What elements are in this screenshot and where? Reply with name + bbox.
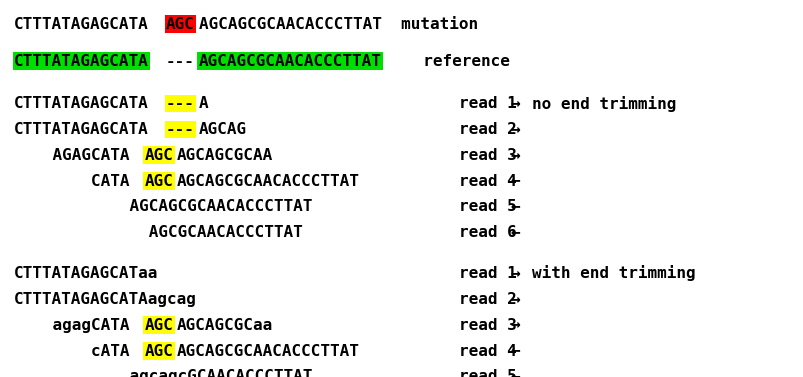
Text: AGCAGCGCaa: AGCAGCGCaa [177, 318, 273, 333]
Text: →: → [510, 266, 520, 281]
Text: AGCAG: AGCAG [198, 122, 247, 137]
Text: AGCGCAACACCCTTAT: AGCGCAACACCCTTAT [14, 225, 303, 240]
Text: ←: ← [510, 225, 520, 240]
Text: read 4: read 4 [459, 174, 516, 188]
Text: AGC: AGC [165, 17, 194, 32]
Text: CTTTATAGAGCATA: CTTTATAGAGCATA [14, 17, 149, 32]
Text: ←: ← [510, 199, 520, 215]
Text: AGCAGCGCAACACCCTTAT: AGCAGCGCAACACCCTTAT [198, 54, 381, 69]
Text: read 3: read 3 [459, 318, 516, 333]
Text: read 1: read 1 [459, 266, 516, 281]
Text: CTTTATAGAGCATA: CTTTATAGAGCATA [14, 54, 149, 69]
Text: CTTTATAGAGCATA: CTTTATAGAGCATA [14, 96, 149, 111]
Text: AGCAGCGCAACACCCTTAT: AGCAGCGCAACACCCTTAT [177, 343, 359, 359]
Text: ---: --- [165, 96, 194, 111]
Text: read 5: read 5 [459, 369, 516, 377]
Text: AGAGCATA: AGAGCATA [14, 148, 129, 163]
Text: read 2: read 2 [459, 292, 516, 307]
Text: AGCAGCGCAACACCCTTAT  mutation: AGCAGCGCAACACCCTTAT mutation [198, 17, 477, 32]
Text: ---: --- [165, 122, 194, 137]
Text: →: → [510, 292, 520, 307]
Text: AGCAGCGCAA: AGCAGCGCAA [177, 148, 273, 163]
Text: read 1: read 1 [459, 96, 516, 111]
Text: AGC: AGC [145, 343, 173, 359]
Text: ←: ← [510, 343, 520, 359]
Text: CTTTATAGAGCATaa: CTTTATAGAGCATaa [14, 266, 158, 281]
Text: no end trimming: no end trimming [532, 95, 675, 112]
Text: ---: --- [165, 54, 194, 69]
Text: →: → [510, 122, 520, 137]
Text: reference: reference [404, 54, 510, 69]
Text: ←: ← [510, 174, 520, 188]
Text: read 4: read 4 [459, 343, 516, 359]
Text: agcagcGCAACACCCTTAT: agcagcGCAACACCCTTAT [14, 369, 312, 377]
Text: →: → [510, 96, 520, 111]
Text: read 2: read 2 [459, 122, 516, 137]
Text: read 6: read 6 [459, 225, 516, 240]
Text: A: A [198, 96, 208, 111]
Text: AGCAGCGCAACACCCTTAT: AGCAGCGCAACACCCTTAT [14, 199, 312, 215]
Text: →: → [510, 318, 520, 333]
Text: AGC: AGC [145, 148, 173, 163]
Text: CTTTATAGAGCATAagcag: CTTTATAGAGCATAagcag [14, 292, 197, 307]
Text: AGC: AGC [145, 318, 173, 333]
Text: cATA: cATA [14, 343, 129, 359]
Text: AGC: AGC [145, 174, 173, 188]
Text: read 3: read 3 [459, 148, 516, 163]
Text: CTTTATAGAGCATA: CTTTATAGAGCATA [14, 122, 149, 137]
Text: read 5: read 5 [459, 199, 516, 215]
Text: ←: ← [510, 369, 520, 377]
Text: agagCATA: agagCATA [14, 318, 129, 333]
Text: AGCAGCGCAACACCCTTAT: AGCAGCGCAACACCCTTAT [177, 174, 359, 188]
Text: →: → [510, 148, 520, 163]
Text: CATA: CATA [14, 174, 129, 188]
Text: with end trimming: with end trimming [532, 265, 695, 282]
